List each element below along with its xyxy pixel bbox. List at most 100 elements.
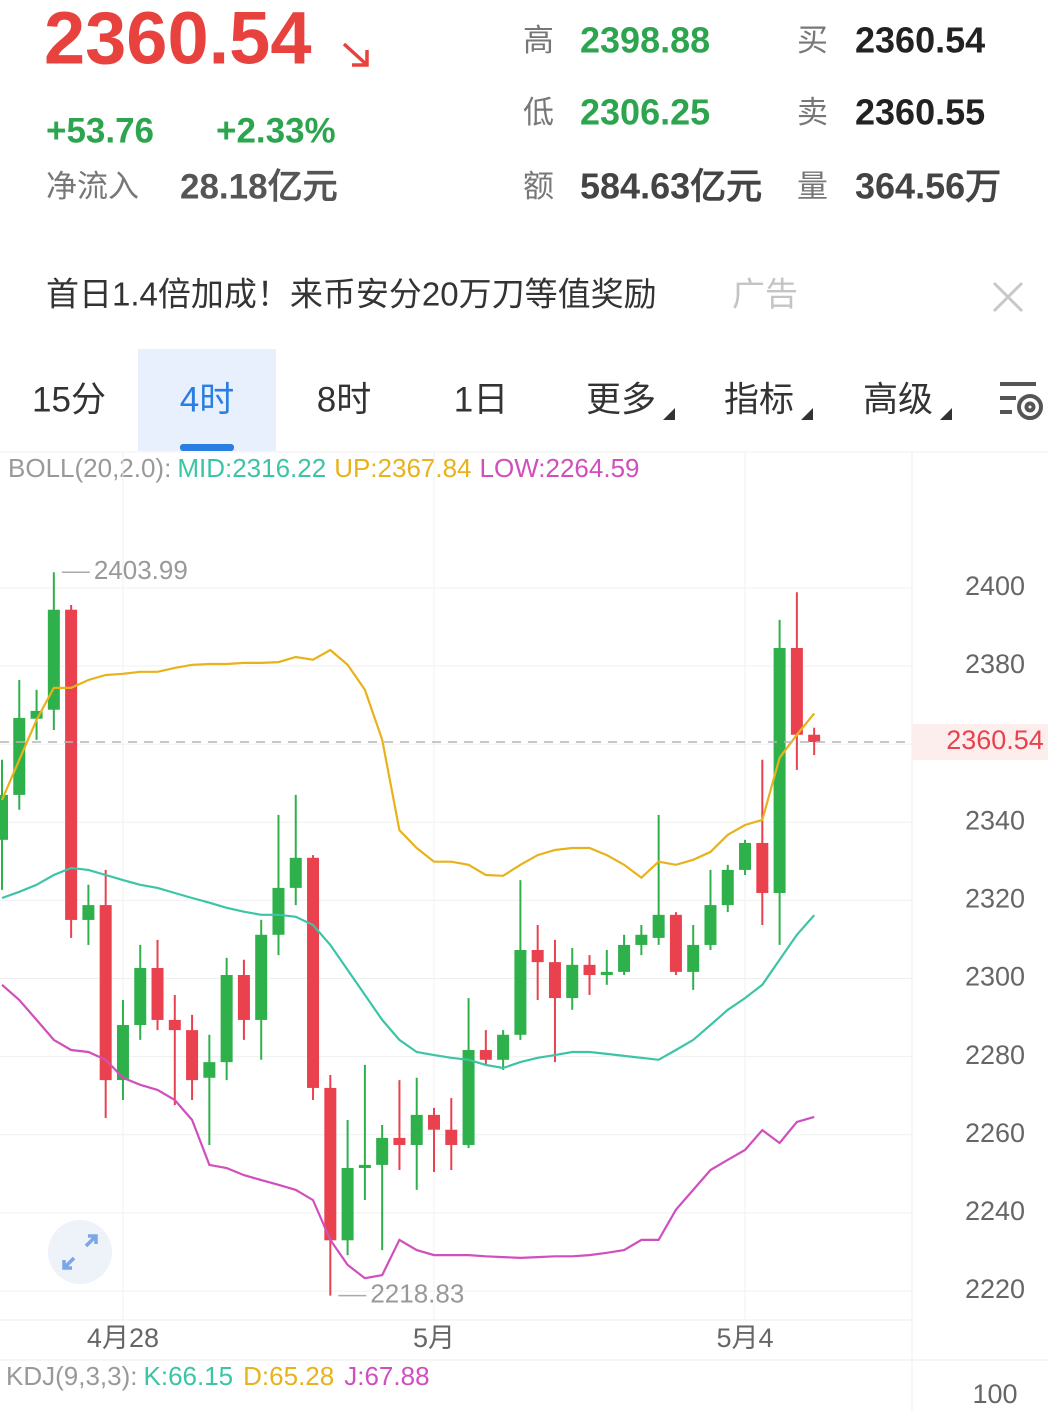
candle-body xyxy=(652,914,665,938)
tab[interactable]: 15分 xyxy=(32,380,106,419)
chart: 2220224022602280230023202340236023802400… xyxy=(0,452,1048,1411)
y-tick-label: 2320 xyxy=(965,884,1025,914)
stat-value: 2306.25 xyxy=(580,92,710,133)
inflow-label: 净流入 xyxy=(46,169,139,204)
inflow: 28.18亿元 xyxy=(180,167,338,206)
candle-body xyxy=(756,842,769,893)
candle-body xyxy=(531,950,544,963)
y-tick-label: 2400 xyxy=(965,571,1025,601)
settings-icon[interactable] xyxy=(1000,382,1043,420)
x-tick-label: 5月 xyxy=(413,1323,455,1353)
ad-tag: 广告 xyxy=(732,276,798,313)
candle-body xyxy=(566,964,579,999)
extreme-label: 2218.83 xyxy=(370,1279,464,1309)
candle-body xyxy=(272,887,285,935)
candle-body xyxy=(358,1164,371,1169)
kdj-value: 66.15 xyxy=(168,1361,233,1391)
y-tick-label: 2260 xyxy=(965,1118,1025,1148)
candle-body xyxy=(324,1087,337,1241)
candle-body xyxy=(445,1129,458,1145)
candle-body xyxy=(808,734,821,743)
candle-body xyxy=(116,1025,129,1081)
candle-body xyxy=(237,975,250,1020)
legend-name: MID: xyxy=(177,453,232,483)
stat-label: 额 xyxy=(523,169,554,204)
tab[interactable]: 8时 xyxy=(317,380,371,419)
y-tick-label: 2220 xyxy=(965,1274,1025,1304)
x-tick-label: 4月28 xyxy=(87,1323,159,1353)
x-tick-label: 5月4 xyxy=(717,1323,774,1353)
dropdown-caret xyxy=(801,408,813,420)
candle-body xyxy=(186,1030,199,1081)
close-ad[interactable] xyxy=(992,281,1024,313)
boll-legend: BOLL(20,2.0): MID:2316.22 UP:2367.84 LOW:22… xyxy=(8,453,639,483)
boll-line xyxy=(1,866,816,1070)
dropdown-caret xyxy=(663,408,675,420)
kdj-value: 65.28 xyxy=(269,1361,334,1391)
legend-value: 2316.22 xyxy=(232,453,326,483)
candle-body xyxy=(168,1019,181,1031)
tab[interactable]: 指标 xyxy=(724,380,794,419)
candle-body xyxy=(600,971,613,976)
tab[interactable]: 高级 xyxy=(863,380,933,419)
candle-body xyxy=(462,1050,475,1145)
kdj-value: 67.88 xyxy=(364,1361,429,1391)
y-tick-label: 2380 xyxy=(965,649,1025,679)
candle-body xyxy=(13,717,26,795)
candle-body xyxy=(376,1137,389,1165)
legend-name: LOW: xyxy=(480,453,546,483)
candle-body xyxy=(99,905,112,1081)
candle-body xyxy=(307,857,320,1088)
tab[interactable]: 1日 xyxy=(454,380,508,419)
kdj-name: J: xyxy=(344,1361,364,1391)
candle-body xyxy=(548,962,561,999)
y-tick-label: 2280 xyxy=(965,1040,1025,1070)
candle-body xyxy=(790,648,803,735)
candle-body xyxy=(497,1034,510,1060)
active-tab-bg xyxy=(138,349,276,451)
candle-body xyxy=(341,1168,354,1241)
expand-button[interactable] xyxy=(48,1220,112,1284)
stat-label: 低 xyxy=(523,95,554,130)
boll-line xyxy=(0,648,816,880)
tab[interactable]: 更多 xyxy=(586,380,656,419)
candle-body xyxy=(151,967,164,1020)
candle-body xyxy=(479,1050,492,1060)
kdj-legend: KDJ(9,3,3): K:66.15 D:65.28 J:67.88 xyxy=(6,1361,430,1391)
candle-body xyxy=(30,710,43,719)
candle-body xyxy=(82,905,95,920)
candle-body xyxy=(220,975,233,1063)
candle-body xyxy=(514,950,527,1035)
last-price-label: 2360.54 xyxy=(946,725,1044,755)
stat-label: 卖 xyxy=(797,95,828,130)
candle-body xyxy=(410,1114,423,1145)
candle-body xyxy=(428,1114,440,1130)
active-tab-indicator xyxy=(180,444,234,451)
stat-value: 2398.88 xyxy=(580,20,710,61)
candle-body xyxy=(65,609,78,920)
boll-line xyxy=(1,983,815,1280)
ad-text[interactable]: 首日1.4倍加成！来币安分20万刀等值奖励 xyxy=(46,276,657,313)
kdj-name: K: xyxy=(144,1361,169,1391)
candle-body xyxy=(721,869,734,906)
tabs: 15分 4时 8时 1日 更多 指标 高级 xyxy=(32,349,952,451)
tab[interactable]: 4时 xyxy=(180,380,234,419)
candle-body xyxy=(134,967,147,1026)
change-pct: +2.33% xyxy=(216,111,336,150)
candle-body xyxy=(739,842,752,870)
indicator-label: BOLL(20,2.0): xyxy=(8,453,171,483)
stat-label: 高 xyxy=(523,23,554,58)
stat-value: 2360.54 xyxy=(855,20,985,61)
kdj-y-tick-label: 100 xyxy=(972,1379,1017,1409)
stat-value: 364.56万 xyxy=(855,166,1001,207)
kdj-name: D: xyxy=(243,1361,269,1391)
stat-value: 584.63亿元 xyxy=(580,166,762,207)
price: 2360.54 xyxy=(44,0,312,80)
y-tick-label: 2340 xyxy=(965,805,1025,835)
candle-body xyxy=(773,648,786,893)
extreme-label: 2403.99 xyxy=(94,555,188,585)
candle-body xyxy=(393,1137,406,1145)
candle-body xyxy=(704,905,717,945)
legend-value: 2264.59 xyxy=(546,453,640,483)
